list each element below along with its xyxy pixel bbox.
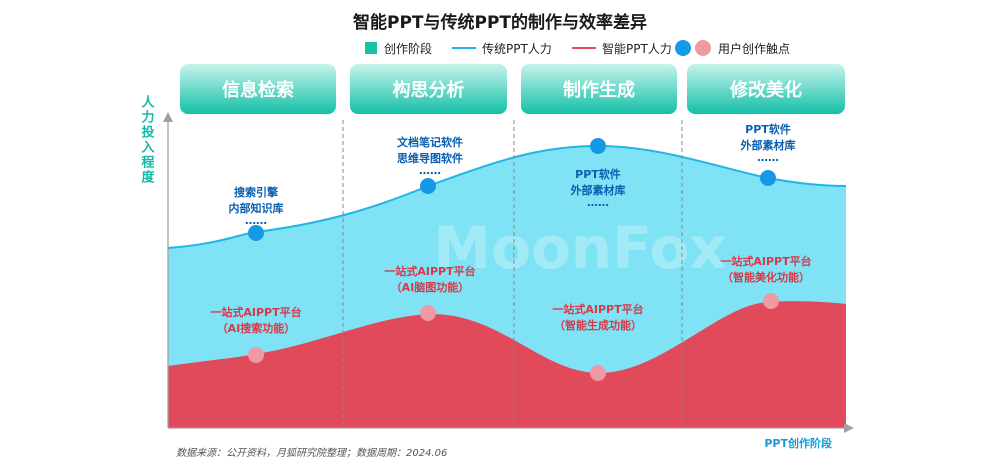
stage-label-4: 修改美化 bbox=[729, 79, 802, 101]
traditional-touchpoint-2 bbox=[420, 178, 436, 194]
stage-box-4 bbox=[687, 64, 845, 114]
stage-dividers bbox=[342, 120, 683, 428]
chart-title: 智能PPT与传统PPT的制作与效率差异 bbox=[353, 12, 647, 33]
touchpoints bbox=[248, 138, 779, 381]
smart-label-1-line-2: （AI搜索功能） bbox=[217, 321, 296, 335]
stage-box-3 bbox=[521, 64, 677, 114]
traditional-label-4-line-1: PPT软件 bbox=[745, 122, 791, 136]
traditional-touchpoint-3 bbox=[590, 138, 606, 154]
traditional-label-2-line-1: 文档笔记软件 bbox=[397, 135, 463, 149]
x-axis-arrow bbox=[844, 423, 854, 433]
y-axis-arrow bbox=[163, 112, 173, 122]
traditional-label-1-line-2: 内部知识库 bbox=[229, 201, 284, 215]
legend-stage-swatch bbox=[365, 42, 377, 54]
smart-label-2-line-1: 一站式AIPPT平台 bbox=[384, 264, 475, 278]
legend-touchpoint-pink bbox=[695, 40, 711, 56]
traditional-more-4: …… bbox=[757, 151, 779, 164]
traditional-label-1-line-1: 搜索引擎 bbox=[234, 185, 278, 199]
data-source: 数据来源：公开资料，月狐研究院整理；数据周期：2024.06 bbox=[176, 447, 447, 459]
stage-box-1 bbox=[180, 64, 336, 114]
smart-label-3-line-1: 一站式AIPPT平台 bbox=[552, 302, 643, 316]
traditional-label-4-line-2: 外部素材库 bbox=[740, 138, 796, 152]
smart-label-2-line-2: （AI脑图功能） bbox=[391, 280, 470, 294]
traditional-more-3: …… bbox=[587, 196, 609, 209]
traditional-label-3-line-1: PPT软件 bbox=[575, 167, 621, 181]
smart-area bbox=[168, 301, 846, 428]
legend-stage-label: 创作阶段 bbox=[384, 41, 432, 56]
axes bbox=[163, 112, 854, 433]
traditional-label-2-line-2: 思维导图软件 bbox=[397, 151, 463, 165]
smart-touchpoint-4 bbox=[763, 293, 779, 309]
smart-touchpoint-2 bbox=[420, 305, 436, 321]
traditional-more-1: …… bbox=[245, 214, 267, 227]
smart-touchpoint-3 bbox=[590, 365, 606, 381]
traditional-more-2: …… bbox=[419, 164, 441, 177]
traditional-label-3-line-2: 外部素材库 bbox=[570, 183, 626, 197]
stage-box-2 bbox=[350, 64, 507, 114]
smart-label-3-line-2: （智能生成功能） bbox=[554, 318, 642, 332]
stage-headers: 信息检索 构思分析 制作生成 修改美化 bbox=[180, 64, 845, 114]
x-axis-label: PPT创作阶段 bbox=[764, 436, 832, 450]
y-axis-label: 人力投入程度 bbox=[139, 94, 155, 185]
traditional-touchpoint-1 bbox=[248, 225, 264, 241]
legend-touchpoint-label: 用户创作触点 bbox=[718, 41, 790, 56]
smart-label-4-line-2: （智能美化功能） bbox=[722, 270, 810, 284]
smart-touchpoint-1 bbox=[248, 347, 264, 363]
legend: 创作阶段 传统PPT人力 智能PPT人力 用户创作触点 bbox=[365, 40, 790, 56]
legend-traditional-label: 传统PPT人力 bbox=[482, 41, 552, 56]
legend-smart-label: 智能PPT人力 bbox=[602, 41, 672, 56]
smart-label-1-line-1: 一站式AIPPT平台 bbox=[210, 305, 301, 319]
traditional-touchpoint-4 bbox=[760, 170, 776, 186]
smart-label-4-line-1: 一站式AIPPT平台 bbox=[720, 254, 811, 268]
stage-label-1: 信息检索 bbox=[222, 79, 294, 101]
stage-label-2: 构思分析 bbox=[393, 79, 465, 101]
watermark: MoonFox bbox=[433, 214, 726, 282]
legend-touchpoint-blue bbox=[675, 40, 691, 56]
stage-label-3: 制作生成 bbox=[563, 79, 635, 101]
